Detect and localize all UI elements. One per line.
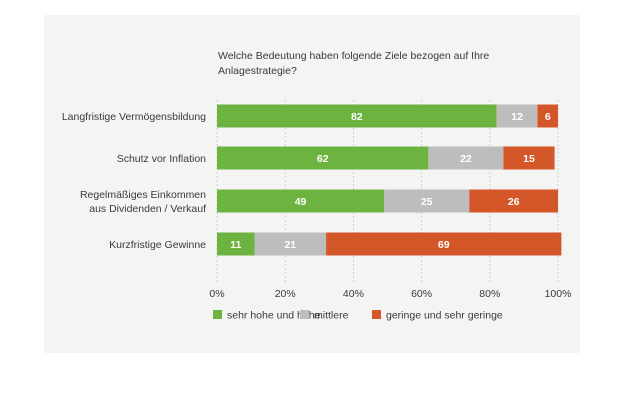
legend-label: sehr hohe und hohe xyxy=(227,310,321,322)
bar-value-label: 22 xyxy=(460,153,472,165)
bar-segment xyxy=(503,146,555,170)
x-tick-label: 60% xyxy=(411,288,432,300)
bar-value-label: 21 xyxy=(284,239,296,251)
bar-segment xyxy=(217,146,429,170)
bar-value-label: 69 xyxy=(438,239,450,251)
bar-value-label: 15 xyxy=(523,153,535,165)
chart-title: Welche Bedeutung haben folgende Ziele be… xyxy=(218,50,490,77)
bar-segment xyxy=(428,146,504,170)
chart-panel xyxy=(44,15,580,353)
bar-value-label: 6 xyxy=(545,111,551,123)
bar-segment xyxy=(326,232,562,256)
x-tick-label: 0% xyxy=(209,288,224,300)
x-tick-label: 20% xyxy=(275,288,296,300)
bar-segment xyxy=(217,189,385,213)
bar-value-label: 25 xyxy=(421,196,433,208)
category-label: Kurzfristige Gewinne xyxy=(109,239,206,251)
bar-value-label: 11 xyxy=(230,239,241,251)
legend-swatch xyxy=(372,310,381,319)
bar-value-label: 26 xyxy=(508,196,520,208)
category-label: aus Dividenden / Verkauf xyxy=(89,203,206,215)
bar-segment xyxy=(496,104,538,128)
legend-label: geringe und sehr geringe xyxy=(386,310,503,322)
bar-segment xyxy=(469,189,558,213)
x-tick-label: 40% xyxy=(343,288,364,300)
category-label: Langfristige Vermögensbildung xyxy=(62,111,206,123)
category-label: Schutz vor Inflation xyxy=(117,153,206,165)
bar-value-label: 62 xyxy=(317,153,329,165)
legend-label: mittlere xyxy=(314,310,349,322)
bar-segment xyxy=(537,104,558,128)
x-tick-label: 80% xyxy=(479,288,500,300)
category-label: Regelmäßiges Einkommen xyxy=(80,189,206,201)
bar-value-label: 49 xyxy=(295,196,307,208)
x-tick-label: 100% xyxy=(545,288,572,300)
legend-swatch xyxy=(300,310,309,319)
bar-value-label: 82 xyxy=(351,111,363,123)
legend-swatch xyxy=(213,310,222,319)
bar-segment xyxy=(217,232,255,256)
bar-value-label: 12 xyxy=(511,111,523,123)
bar-segment xyxy=(217,104,497,128)
bar-segment xyxy=(254,232,327,256)
bar-segment xyxy=(384,189,470,213)
